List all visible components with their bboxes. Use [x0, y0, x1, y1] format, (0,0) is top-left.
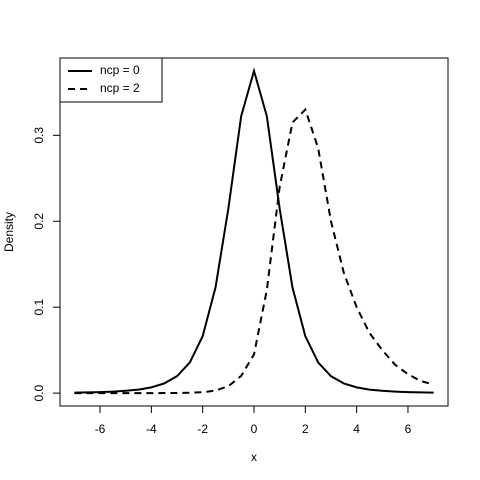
x-tick-label: 0	[251, 422, 258, 436]
legend-label: ncp = 2	[100, 81, 140, 95]
x-tick-label: -2	[197, 422, 208, 436]
x-tick-label: 6	[405, 422, 412, 436]
y-tick-label: 0.2	[32, 213, 46, 230]
x-tick-label: -4	[146, 422, 157, 436]
y-tick-label: 0.0	[32, 384, 46, 401]
x-tick-label: -6	[95, 422, 106, 436]
x-tick-label: 4	[353, 422, 360, 436]
x-axis-label: x	[251, 450, 257, 464]
y-axis-label: Density	[2, 212, 16, 252]
line-series	[74, 107, 434, 395]
y-tick-label: 0.1	[32, 299, 46, 316]
legend-box	[59, 57, 163, 103]
x-tick-label: 2	[302, 422, 309, 436]
legend-label: ncp = 0	[100, 63, 140, 77]
y-tick-label: 0.3	[32, 127, 46, 144]
line-series	[74, 67, 434, 394]
